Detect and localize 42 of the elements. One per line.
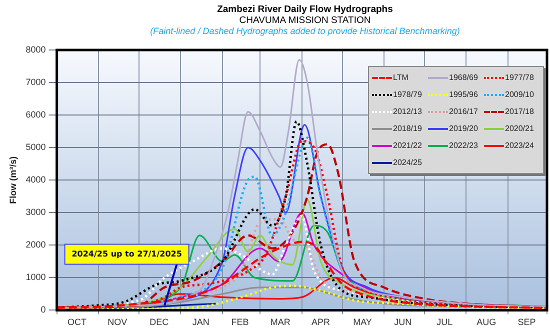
text: (Faint-lined / Dashed Hydrographs added to provide Historical Benchmarking) — [149, 26, 461, 37]
x-tick-label: MAR — [270, 317, 291, 328]
y-tick-label: 3000 — [26, 207, 46, 218]
y-tick-label: 4000 — [26, 174, 46, 185]
annotation: 2024/25 up to 27/1/2025 — [72, 249, 182, 258]
x-tick-label: DEC — [150, 317, 170, 328]
legend-label: 2024/25 — [393, 158, 422, 167]
legend-label: 2023/24 — [505, 141, 534, 150]
x-tick-label: JUN — [394, 317, 412, 328]
legend-label: 2017/18 — [505, 107, 534, 116]
x-tick-label: SEP — [518, 317, 536, 328]
x-tick-label: APR — [312, 317, 331, 328]
y-tick-label: 5000 — [26, 142, 46, 152]
y-axis-title: Flow (m³/s) — [8, 156, 18, 204]
legend-label: 2020/21 — [505, 124, 534, 133]
chart-subtitle: CHAVUMA MISSION STATION — [238, 15, 372, 26]
legend-label: 1995/96 — [449, 90, 478, 99]
x-tick-label: JUL — [436, 317, 453, 328]
chart-title: Zambezi River Daily Flow Hydrographs — [216, 4, 394, 15]
y-tick-label: 8000 — [26, 44, 46, 54]
legend-label: 2012/13 — [393, 107, 422, 116]
y-tick-label: 2000 — [26, 240, 46, 250]
x-tick-label: MAY — [353, 317, 372, 328]
legend-label: LTM — [393, 73, 408, 82]
x-tick-label: NOV — [108, 317, 128, 328]
y-tick-label: 0 — [40, 304, 46, 315]
y-tick-label: 1000 — [26, 272, 46, 282]
legend-label: 2022/23 — [449, 141, 478, 150]
legend-label: 2016/17 — [449, 107, 478, 116]
legend-label: 1977/78 — [505, 73, 534, 82]
y-tick-label: 6000 — [26, 110, 46, 120]
x-tick-label: FEB — [231, 317, 249, 328]
legend-label: 2018/19 — [393, 124, 422, 133]
x-tick-label: AUG — [476, 317, 496, 328]
y-tick-label: 7000 — [26, 77, 46, 88]
x-tick-label: OCT — [68, 317, 88, 328]
legend-label: 2021/22 — [393, 141, 422, 150]
legend-label: 1978/79 — [393, 90, 422, 99]
legend-label: 2019/20 — [449, 124, 478, 133]
legend-label: 2009/10 — [505, 90, 534, 99]
legend-label: 1968/69 — [449, 73, 478, 82]
x-tick-label: JAN — [192, 317, 210, 328]
